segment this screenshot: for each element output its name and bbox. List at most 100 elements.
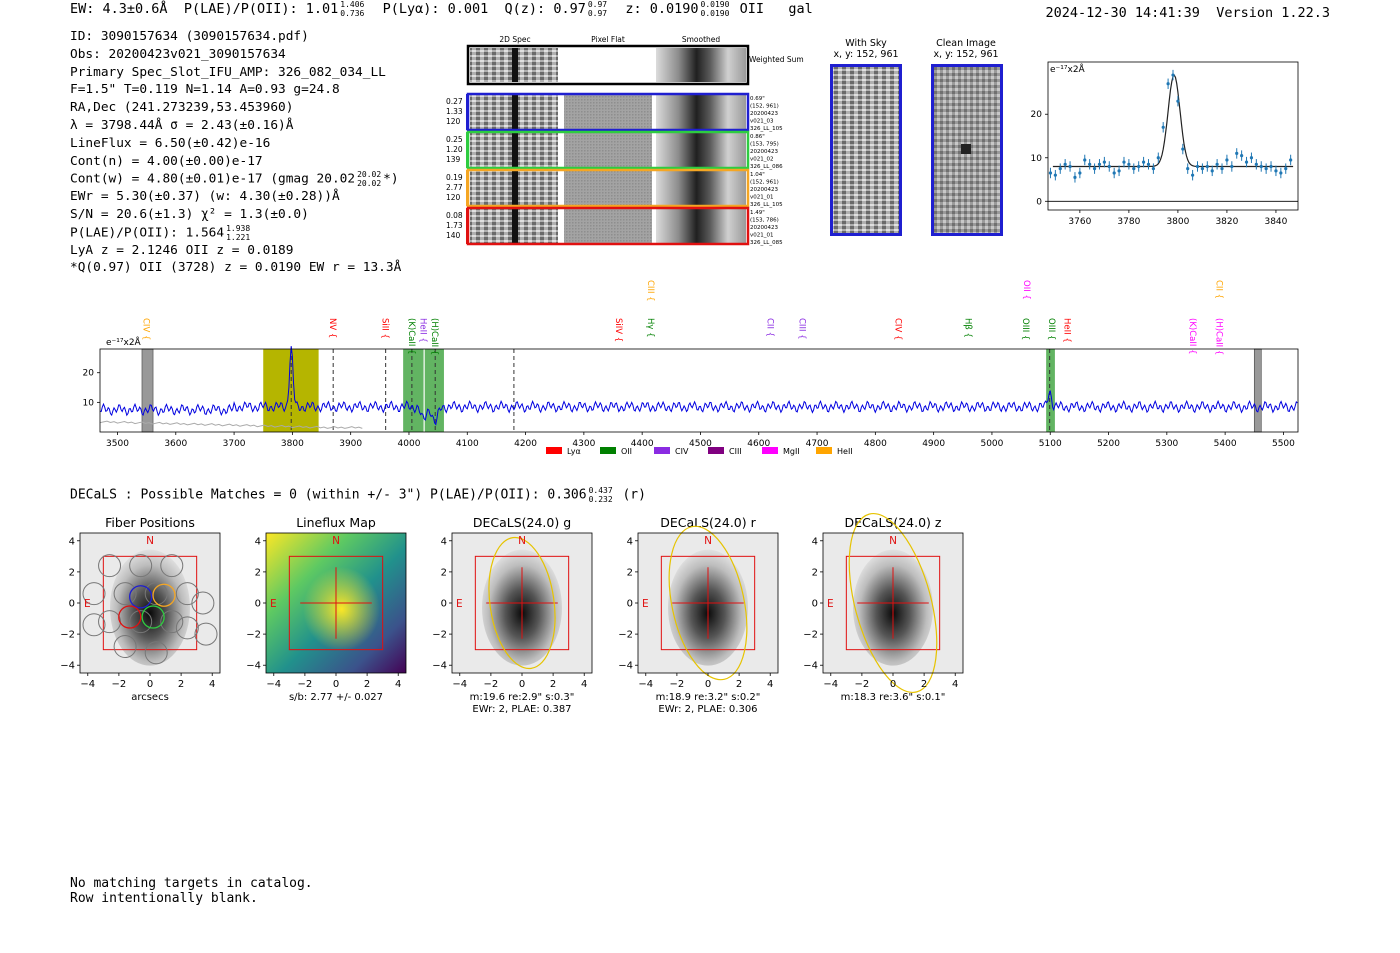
- header-z-hi: 0.0190: [700, 0, 730, 9]
- fit-xtick-label: 3840: [1264, 217, 1287, 227]
- info-contn: Cont(n) = 4.00(±0.00)e-17: [70, 153, 263, 169]
- info-contw: Cont(w) = 4.80(±0.01)e-17 (gmag 20.02 20.…: [70, 170, 399, 189]
- compass-east: E: [827, 598, 834, 610]
- spec-xtick-label: 3700: [223, 439, 246, 449]
- cutout-row-meta: 20200423: [750, 111, 778, 117]
- spec-xtick-label: 4400: [631, 439, 654, 449]
- spec-line-label-text: OIII {: [1020, 318, 1030, 340]
- cutout-row-meta: v021_01: [750, 233, 774, 239]
- spec-ytick-label: 10: [83, 398, 95, 408]
- fiber-circle: [98, 610, 122, 634]
- decals-ellipse: [668, 525, 748, 681]
- spec-line-label-text: (K)CaII {: [406, 318, 416, 354]
- fiber-circle: [175, 616, 199, 640]
- info-ewr: EWr = 5.30(±0.37) (w: 4.30(±0.28))Å: [70, 189, 340, 205]
- spec-line-label-text: CIV {: [141, 318, 151, 340]
- fiber-circle: [113, 635, 137, 659]
- fit-xtick-label: 3760: [1068, 217, 1091, 227]
- cutout-row-stat: 0.25: [446, 135, 463, 144]
- fiber-circle: [113, 582, 137, 606]
- spec-ylabel: e⁻¹⁷x2Å: [106, 336, 142, 348]
- fit-data-point: [1068, 164, 1072, 169]
- decals-xtick-label: 2: [364, 679, 370, 690]
- fit-data-point: [1102, 160, 1106, 164]
- fiber-circle: [191, 591, 215, 615]
- spec-cutouts: 2D Spec Pixel Flat Smoothed Weighted Sum…: [446, 35, 804, 246]
- spec-legend-label: OII: [621, 447, 632, 456]
- compass-north: N: [704, 535, 712, 547]
- fiber-circle: [129, 554, 153, 578]
- decals-panel: DECaLS(24.0) r N E −4 −4 −2 −2 0 0 2 2 4 4 m:18.9 re:…: [618, 515, 779, 715]
- spec-xtick-label: 5100: [1039, 439, 1062, 449]
- fit-data-point: [1132, 167, 1136, 171]
- cutout-row-emission: [512, 171, 518, 205]
- header-plae-hi: 1.406: [340, 0, 365, 9]
- decals-ytick-label: 4: [441, 536, 447, 547]
- decals-caption: arcsecs: [131, 692, 169, 703]
- spec-line-label: CII {: [764, 318, 774, 337]
- decals-ytick-label: 2: [69, 567, 75, 578]
- spec-line-label-text: SiIV {: [613, 318, 623, 342]
- cutout-row-stat: 1.73: [446, 221, 463, 230]
- decals-ytick-label: −4: [618, 661, 633, 672]
- fiber-circle: [175, 582, 199, 606]
- decals-xtick-label: 2: [736, 679, 742, 690]
- spec-line-label-text: CIV {: [893, 318, 903, 340]
- header-version: Version 1.22.3: [1216, 5, 1330, 21]
- spec-xtick-label: 5500: [1272, 439, 1295, 449]
- compass-east: E: [642, 598, 649, 610]
- spec-legend-label: CIII: [729, 447, 742, 456]
- spec-line-label-text: SiII {: [380, 318, 390, 339]
- cutout-row-meta: v021_02: [750, 157, 774, 163]
- spec-legend-swatch: [546, 447, 562, 454]
- fit-data-point: [1053, 173, 1057, 177]
- spec-xtick-label: 4800: [864, 439, 887, 449]
- cutout-row-smoothed: [656, 209, 746, 243]
- cutout-row-meta: (152, 961): [750, 104, 779, 110]
- fiber-circle-highlight: [118, 605, 142, 629]
- cutout-row-emission: [512, 133, 518, 167]
- spec-highlight-green: [1046, 349, 1055, 432]
- cutout-row-meta: 0.69": [750, 96, 765, 102]
- decals-ytick-label: 2: [441, 567, 447, 578]
- cutout-row-stat: 120: [446, 117, 461, 126]
- footer-note: No matching targets in catalog. Row inte…: [70, 876, 313, 906]
- spec-line-label: CII {: [1213, 280, 1223, 299]
- fiber-circle: [82, 613, 106, 637]
- fit-data-point: [1146, 162, 1151, 166]
- fit-data-point: [1210, 169, 1214, 173]
- cutout-row-pixelflat: [564, 95, 652, 129]
- decals-caption: s/b: 2.77 +/- 0.027: [289, 692, 383, 703]
- decals-xtick-label: 2: [178, 679, 184, 690]
- cutout-row-stat: 1.33: [446, 107, 463, 116]
- decals-ytick-label: 4: [812, 536, 818, 547]
- spec-ytick-label: 20: [83, 369, 95, 379]
- fit-data-point: [1097, 162, 1102, 166]
- decals-xtick-label: −4: [638, 679, 653, 690]
- decals-ytick-label: −4: [803, 661, 818, 672]
- decals-panel: Fiber Positions N E −4 −4 −2 −2 0 0 2 2 4 4 arcsecs: [60, 515, 221, 703]
- fit-data-point: [1264, 167, 1268, 171]
- spec-line-label-text: HeII {: [418, 318, 428, 343]
- decals-xtick-label: 0: [333, 679, 339, 690]
- cutout-row-meta: (153, 786): [750, 218, 779, 224]
- header-qz-hi: 0.97: [587, 0, 608, 9]
- fit-data-point: [1161, 125, 1165, 129]
- spec-line-label-text: CII {: [764, 318, 774, 337]
- cutout-row-meta: v021_01: [750, 195, 774, 201]
- spec-xtick-label: 5300: [1155, 439, 1178, 449]
- decals-ellipse: [848, 512, 938, 694]
- spec-xtick-label: 3900: [339, 439, 362, 449]
- spec-line-label-text: Hγ {: [645, 318, 655, 338]
- fit-data-point: [1083, 158, 1087, 162]
- decals-ytick-label: 0: [255, 599, 261, 610]
- compass-north: N: [146, 535, 154, 547]
- fit-data-point: [1195, 164, 1200, 169]
- header-plae-lo: 0.736: [340, 9, 365, 18]
- fit-xtick-label: 3780: [1117, 217, 1140, 227]
- decals-panel-title: Lineflux Map: [296, 515, 376, 530]
- fit-data-point: [1259, 164, 1263, 169]
- with-sky-image: [830, 64, 902, 236]
- compass-east: E: [456, 598, 463, 610]
- spec-xtick-label: 4200: [514, 439, 537, 449]
